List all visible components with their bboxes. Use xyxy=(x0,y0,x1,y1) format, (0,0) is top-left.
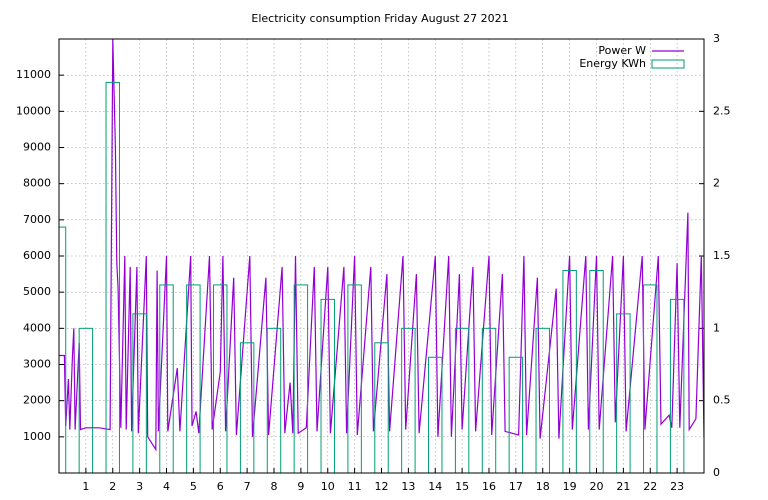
x-tick-label: 15 xyxy=(455,480,469,493)
energy-box xyxy=(320,298,335,473)
x-tick-label: 6 xyxy=(217,480,224,493)
energy-box xyxy=(535,327,550,473)
x-tick-label: 14 xyxy=(428,480,442,493)
y-tick-label: 1000 xyxy=(23,430,51,443)
energy-box xyxy=(347,284,362,473)
x-tick-label: 1 xyxy=(82,480,89,493)
y-tick-label: 10000 xyxy=(16,104,51,117)
y2-tick-label: 0 xyxy=(713,466,720,479)
legend-label: Energy KWh xyxy=(579,57,646,70)
x-tick-label: 20 xyxy=(590,480,604,493)
plot-border xyxy=(58,38,705,474)
y-tick-label: 3000 xyxy=(23,358,51,371)
legend-label: Power W xyxy=(598,44,646,57)
x-tick-label: 16 xyxy=(482,480,496,493)
y-tick-label: 6000 xyxy=(23,249,51,262)
energy-box xyxy=(643,284,658,473)
power-line xyxy=(59,39,704,452)
energy-box xyxy=(132,313,147,473)
energy-box xyxy=(186,284,201,473)
energy-box xyxy=(616,313,631,473)
energy-box xyxy=(59,226,67,473)
energy-box xyxy=(266,327,282,473)
y-tick-label: 11000 xyxy=(16,68,51,81)
x-tick-label: 5 xyxy=(190,480,197,493)
energy-box xyxy=(481,327,497,473)
energy-box xyxy=(562,269,577,473)
y2-tick-label: 2 xyxy=(713,177,720,190)
y2-tick-label: 1.5 xyxy=(713,249,731,262)
x-tick-label: 22 xyxy=(643,480,657,493)
legend-swatch xyxy=(651,59,685,69)
y-tick-label: 9000 xyxy=(23,141,51,154)
y-tick-label: 5000 xyxy=(23,285,51,298)
x-tick-label: 13 xyxy=(401,480,415,493)
x-tick-label: 23 xyxy=(670,480,684,493)
x-tick-label: 18 xyxy=(536,480,550,493)
y2-tick-label: 3 xyxy=(713,32,720,45)
x-tick-label: 2 xyxy=(109,480,116,493)
chart-title: Electricity consumption Friday August 27… xyxy=(251,12,508,25)
x-tick-label: 3 xyxy=(136,480,143,493)
y2-tick-label: 1 xyxy=(713,321,720,334)
x-tick-label: 10 xyxy=(321,480,335,493)
x-tick-label: 19 xyxy=(563,480,577,493)
y-tick-label: 8000 xyxy=(23,177,51,190)
x-tick-label: 21 xyxy=(616,480,630,493)
x-tick-label: 7 xyxy=(244,480,251,493)
x-tick-label: 11 xyxy=(348,480,362,493)
y-tick-label: 7000 xyxy=(23,213,51,226)
y-tick-label: 2000 xyxy=(23,394,51,407)
x-tick-label: 4 xyxy=(163,480,170,493)
energy-box xyxy=(669,298,685,473)
y2-tick-label: 2.5 xyxy=(713,104,731,117)
energy-box xyxy=(78,327,94,473)
x-tick-label: 9 xyxy=(297,480,304,493)
energy-box xyxy=(401,327,416,473)
y-tick-label: 4000 xyxy=(23,321,51,334)
energy-box xyxy=(589,269,604,473)
x-tick-label: 8 xyxy=(271,480,278,493)
y2-tick-label: 0.5 xyxy=(713,394,731,407)
x-tick-label: 12 xyxy=(375,480,389,493)
energy-box xyxy=(454,327,470,473)
x-tick-label: 17 xyxy=(509,480,523,493)
energy-box xyxy=(105,81,120,473)
